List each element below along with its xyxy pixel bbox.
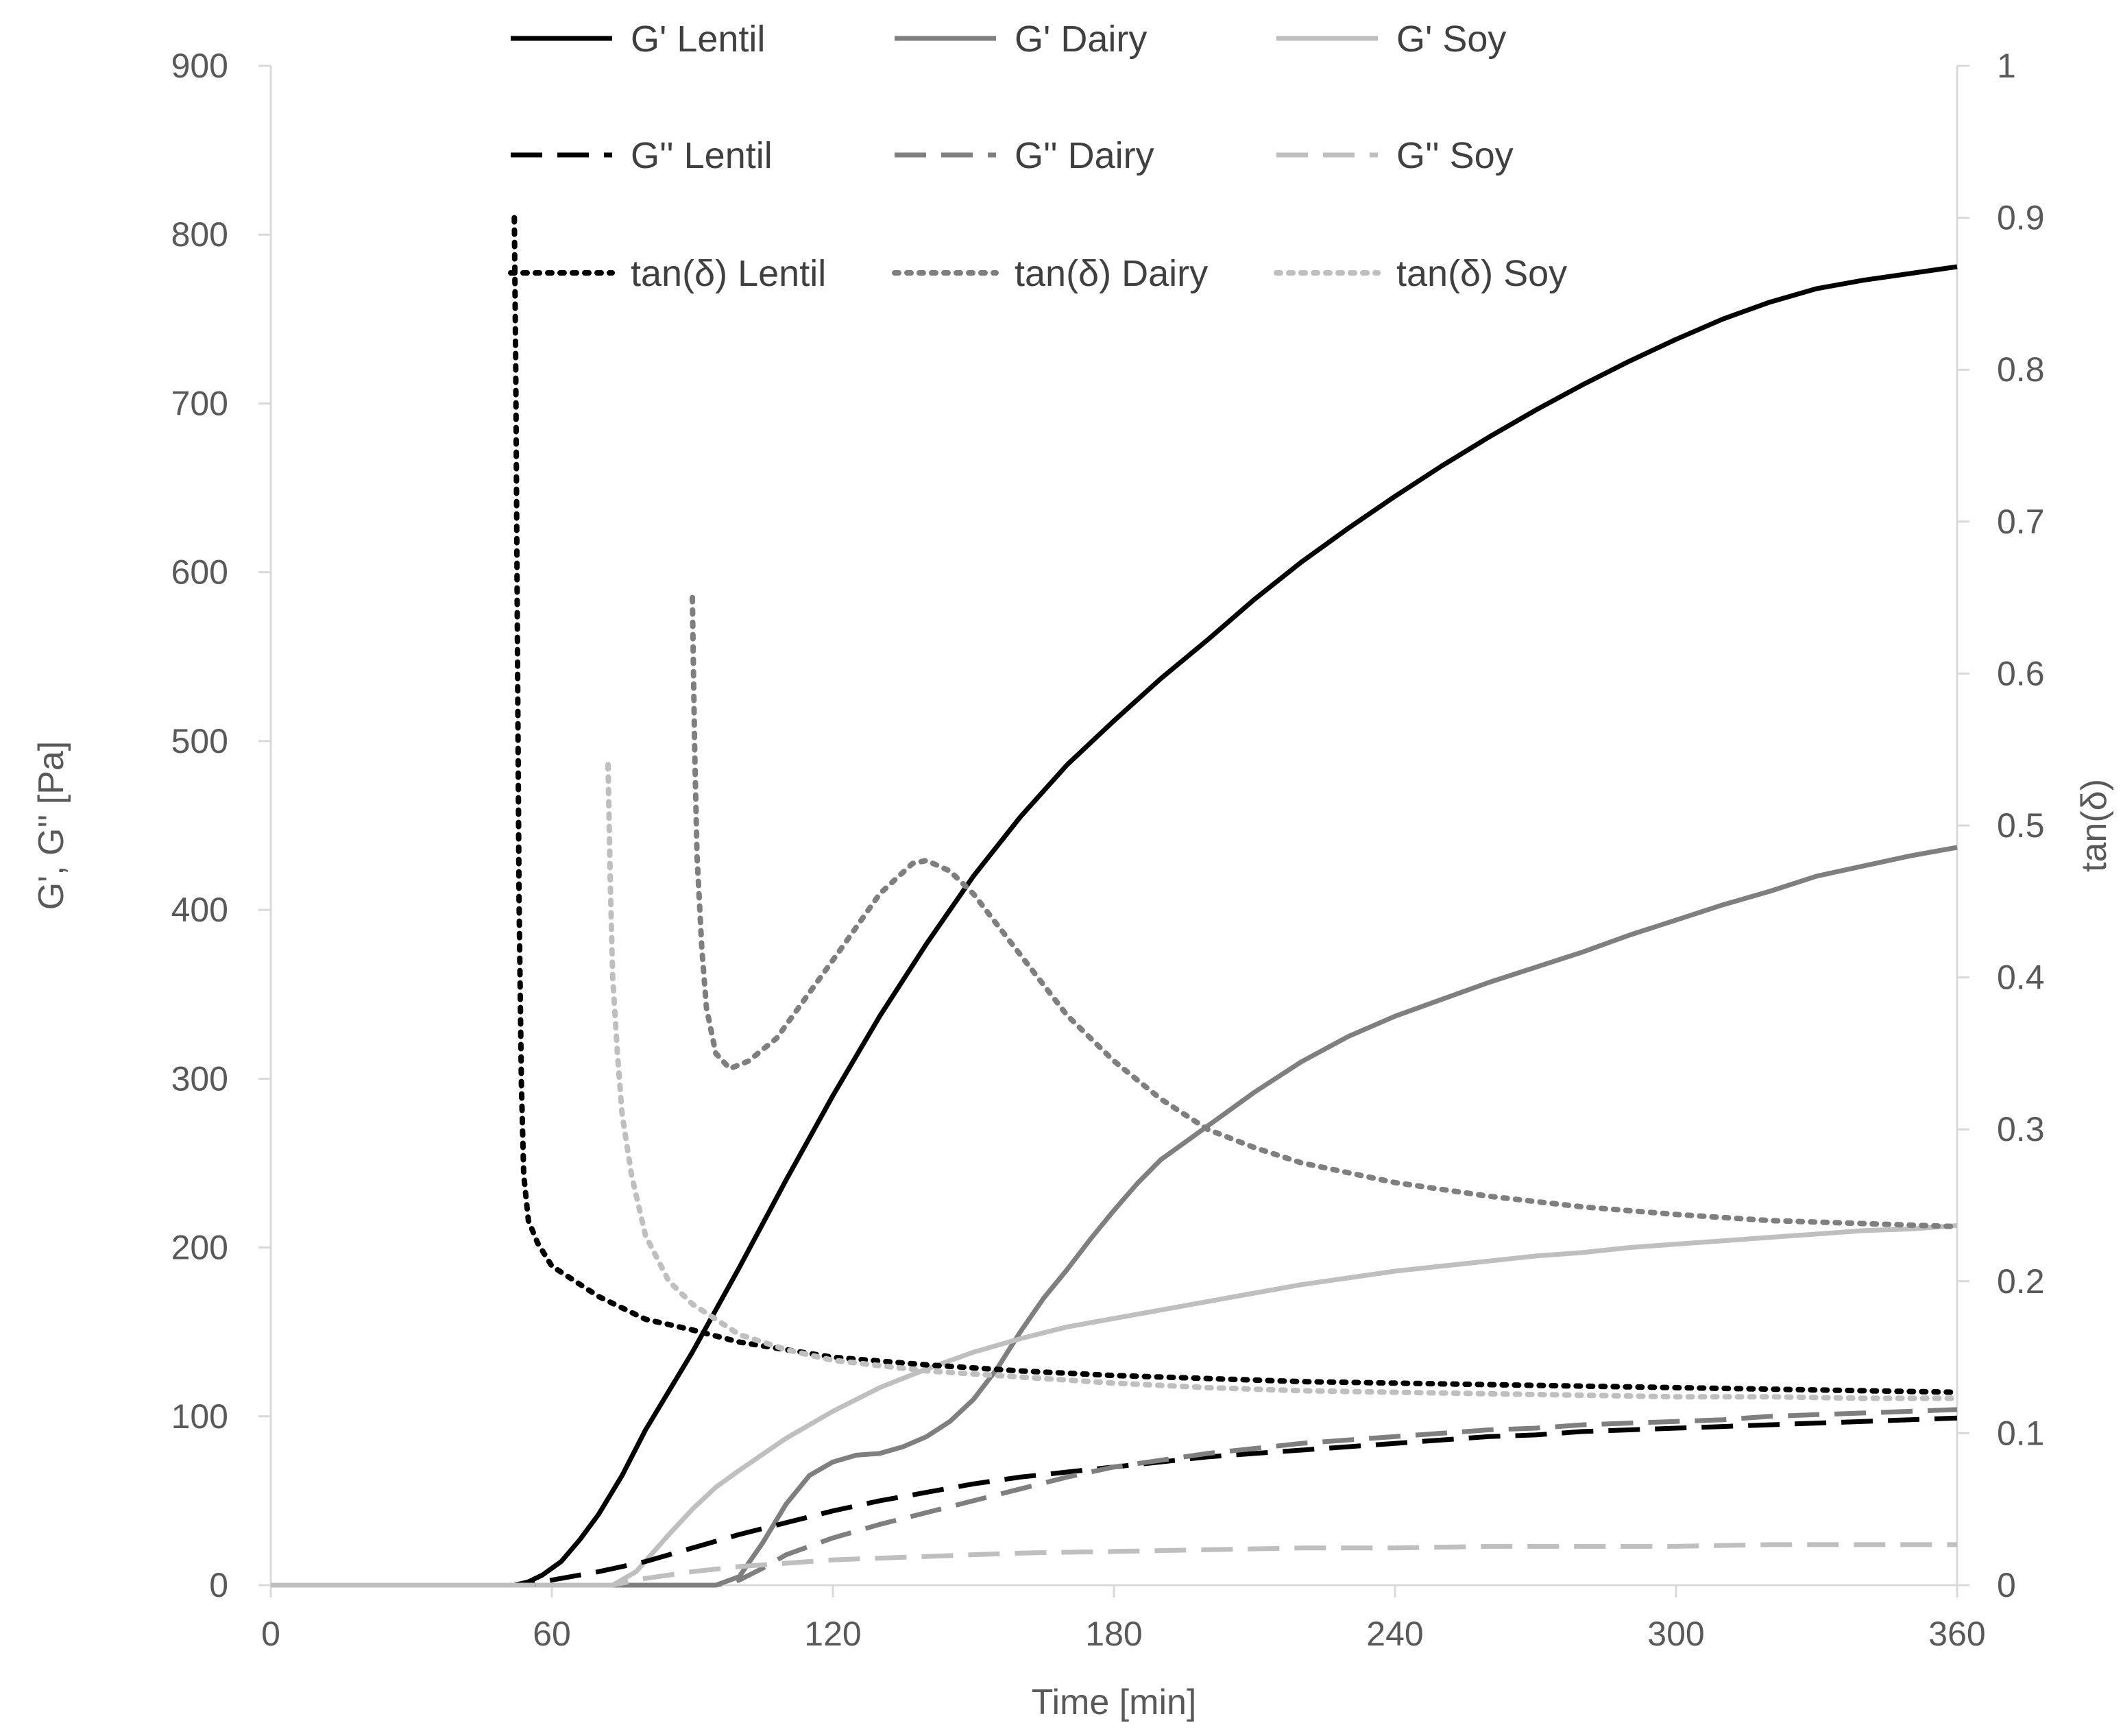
x-tick-label: 0 <box>261 1615 280 1653</box>
y2-tick-label: 0.2 <box>1997 1262 2045 1301</box>
y2-tick-label: 0.4 <box>1997 959 2045 997</box>
y-tick-label: 0 <box>209 1566 228 1604</box>
x-tick-label: 180 <box>1085 1615 1142 1653</box>
legend-label-g-dairy: G'' Dairy <box>1015 135 1154 176</box>
y2-tick-label: 0.6 <box>1997 654 2045 692</box>
axes: 010020030040050060070080090000.10.20.30.… <box>32 47 2114 1722</box>
x-tick-label: 360 <box>1928 1615 1985 1653</box>
y2-tick-label: 0.9 <box>1997 199 2045 237</box>
y-tick-label: 600 <box>171 553 228 592</box>
legend: G' Lentil G' Dairy G' Soy G'' Lentil G'' Dai… <box>508 19 1567 294</box>
x-tick-label: 240 <box>1366 1615 1423 1653</box>
y2-tick-label: 1 <box>1997 47 2016 85</box>
legend-label-g-dairy: G' Dairy <box>1015 19 1147 60</box>
y-tick-label: 900 <box>171 47 228 85</box>
series-line-g-dairy <box>271 845 1958 1588</box>
y2-tick-label: 0.3 <box>1997 1110 2045 1148</box>
series-group <box>271 215 1960 1588</box>
y-tick-label: 400 <box>171 891 228 929</box>
y2-tick-label: 0.1 <box>1997 1414 2045 1452</box>
y-tick-label: 200 <box>171 1229 228 1267</box>
series-line-g-dairy <box>271 1407 1958 1588</box>
x-axis-title: Time [min] <box>1032 1683 1197 1722</box>
y-tick-label: 700 <box>171 384 228 422</box>
y-tick-label: 300 <box>171 1059 228 1098</box>
legend-label-g-lentil: G' Lentil <box>631 19 765 60</box>
series-line-tan-delta-soy <box>605 762 1960 1401</box>
y-axis-title: G', G'' [Pa] <box>32 741 71 911</box>
legend-label-g-lentil: G'' Lentil <box>631 135 773 176</box>
legend-label-tan-delta-soy: tan(δ) Soy <box>1396 253 1567 294</box>
legend-label-g-soy: G'' Soy <box>1396 135 1514 176</box>
x-tick-label: 300 <box>1647 1615 1704 1653</box>
series-line-g-soy <box>271 1223 1958 1588</box>
legend-label-tan-delta-dairy: tan(δ) Dairy <box>1015 253 1208 294</box>
series-line-g-lentil <box>271 1415 1958 1588</box>
x-tick-label: 60 <box>533 1615 571 1653</box>
legend-label-tan-delta-lentil: tan(δ) Lentil <box>631 253 826 294</box>
legend-label-g-soy: G' Soy <box>1396 19 1506 60</box>
y2-tick-label: 0 <box>1997 1566 2016 1604</box>
series-line-tan-delta-dairy <box>690 594 1960 1229</box>
series-line-g-lentil <box>271 264 1958 1588</box>
series-line-g-soy <box>271 1542 1957 1588</box>
x-tick-label: 120 <box>804 1615 861 1653</box>
y-tick-label: 800 <box>171 215 228 254</box>
y-tick-label: 500 <box>171 722 228 760</box>
y2-tick-label: 0.8 <box>1997 350 2045 389</box>
series-line-tan-delta-lentil <box>511 215 1960 1395</box>
y-tick-label: 100 <box>171 1397 228 1436</box>
y2-axis-title: tan(δ) <box>2074 779 2114 872</box>
y2-tick-label: 0.5 <box>1997 806 2045 845</box>
y2-tick-label: 0.7 <box>1997 503 2045 541</box>
